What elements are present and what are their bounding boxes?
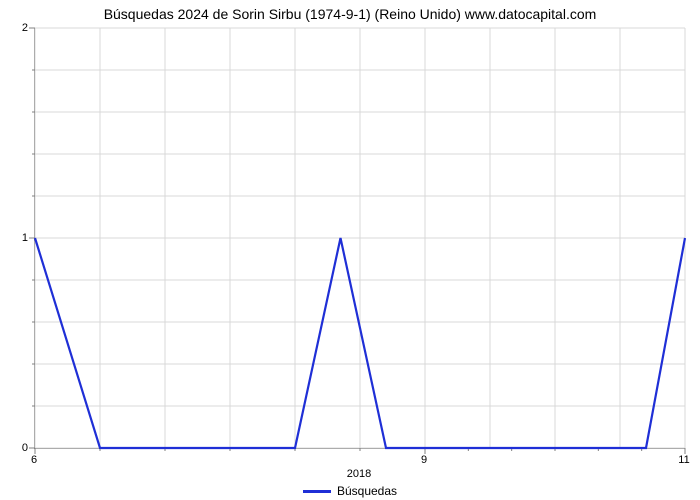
plot-area (34, 28, 685, 449)
y-tick-label: 2 (0, 22, 28, 34)
x-tick-label: 11 (678, 454, 689, 466)
x-tick-label: 6 (31, 454, 37, 466)
chart-svg (35, 28, 685, 468)
y-tick-label: 1 (0, 232, 28, 244)
x-axis-secondary-label: 2018 (347, 468, 371, 480)
chart-container: Búsquedas 2024 de Sorin Sirbu (1974-9-1)… (0, 0, 700, 500)
legend-swatch (303, 490, 331, 493)
legend-label: Búsquedas (337, 484, 397, 498)
legend: Búsquedas (0, 484, 700, 498)
y-tick-label: 0 (0, 442, 28, 454)
chart-title: Búsquedas 2024 de Sorin Sirbu (1974-9-1)… (0, 6, 700, 22)
x-tick-label: 9 (421, 454, 427, 466)
